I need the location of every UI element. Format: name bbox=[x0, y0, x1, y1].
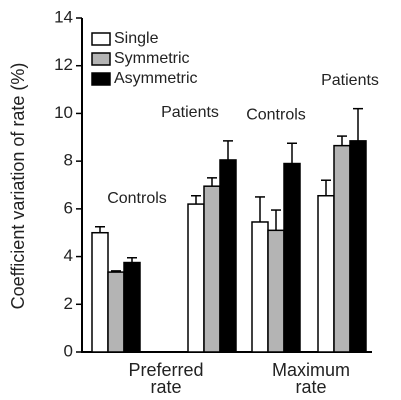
legend-label: Asymmetric bbox=[114, 70, 198, 87]
legend-swatch bbox=[91, 52, 111, 66]
bar bbox=[219, 159, 237, 353]
group-label: Patients bbox=[321, 72, 379, 89]
bar bbox=[187, 203, 205, 353]
bar bbox=[251, 221, 269, 353]
bar bbox=[317, 194, 335, 353]
bar bbox=[203, 185, 221, 353]
x-tick-label: rate bbox=[150, 377, 181, 397]
y-tick-label: 12 bbox=[54, 55, 73, 74]
y-tick-label: 10 bbox=[54, 103, 73, 122]
bar bbox=[283, 162, 301, 353]
bar bbox=[107, 271, 125, 353]
group-label: Controls bbox=[107, 190, 167, 207]
bar bbox=[349, 140, 367, 353]
group-label: Patients bbox=[161, 104, 219, 121]
legend-swatch bbox=[91, 72, 111, 86]
y-tick-label: 6 bbox=[64, 198, 73, 217]
bar bbox=[91, 231, 109, 353]
x-tick-label: Maximum bbox=[272, 360, 350, 380]
y-tick-label: 0 bbox=[64, 341, 73, 360]
bar bbox=[333, 144, 351, 353]
legend-label: Single bbox=[114, 30, 159, 47]
legend-label: Symmetric bbox=[114, 50, 190, 67]
x-tick-label: Preferred bbox=[128, 360, 203, 380]
bar bbox=[267, 229, 285, 353]
y-tick-label: 4 bbox=[64, 246, 73, 265]
y-tick-label: 14 bbox=[54, 7, 73, 26]
y-tick-label: 2 bbox=[64, 294, 73, 313]
legend-swatch bbox=[91, 32, 111, 46]
group-label: Controls bbox=[246, 106, 306, 123]
x-tick-label: rate bbox=[295, 377, 326, 397]
y-axis-label: Coefficient variation of rate (%) bbox=[8, 63, 28, 310]
y-tick-label: 8 bbox=[64, 151, 73, 170]
bar bbox=[123, 261, 141, 353]
